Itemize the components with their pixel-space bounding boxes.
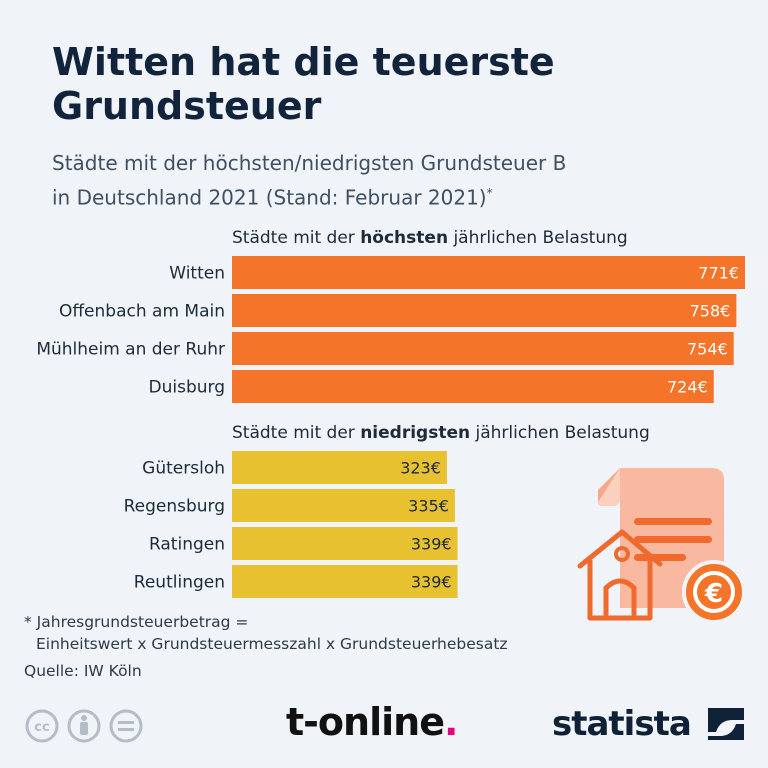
tonline-logo-dot: . <box>443 700 458 744</box>
value-label-0-3: 724€ <box>667 378 708 397</box>
tonline-logo[interactable]: t-online. <box>286 700 458 744</box>
subtitle-footnote-marker: * <box>486 186 493 200</box>
bar-1-0 <box>232 451 447 484</box>
category-label-0-2: Mühlheim an der Ruhr <box>36 340 225 360</box>
section-title-high: Städte mit der höchsten jährlichen Belas… <box>232 228 628 248</box>
category-label-1-3: Reutlingen <box>134 573 225 593</box>
chart-title-line-1: Witten hat die teuerste <box>52 40 555 84</box>
svg-text:cc: cc <box>34 720 49 735</box>
statista-mark-icon <box>708 708 744 740</box>
bar-1-2 <box>232 527 458 560</box>
bar-0-2 <box>232 332 734 365</box>
chart-title-line-2: Grundsteuer <box>52 84 322 128</box>
category-label-0-0: Witten <box>169 264 225 284</box>
cc-icon: cc <box>25 709 59 743</box>
value-label-1-1: 335€ <box>408 497 449 516</box>
subtitle-line-2: in Deutschland 2021 (Stand: Februar 2021… <box>52 185 487 210</box>
footnote-line-2: Einheitswert x Grundsteuermesszahl x Gru… <box>36 635 508 653</box>
statista-logo[interactable]: statista <box>552 704 692 744</box>
chart-subtitle: Städte mit der höchsten/niedrigsten Grun… <box>52 148 692 213</box>
category-label-1-2: Ratingen <box>149 535 225 555</box>
creative-commons-icons[interactable]: cc <box>24 706 154 746</box>
svg-text:€: € <box>704 579 723 609</box>
bar-chart: Witten 771€ Offenbach am Main 758€ Mühlheim … <box>36 256 745 598</box>
category-label-0-3: Duisburg <box>149 378 226 398</box>
value-label-0-1: 758€ <box>690 302 731 321</box>
source-note: Quelle: IW Köln <box>24 662 142 680</box>
bar-0-0 <box>232 256 745 289</box>
no-derivatives-icon <box>109 709 143 743</box>
attribution-icon <box>67 709 101 743</box>
bar-0-1 <box>232 294 737 327</box>
category-label-1-1: Regensburg <box>124 497 225 517</box>
tonline-wordmark: t-online <box>286 700 445 744</box>
value-label-1-0: 323€ <box>400 459 441 478</box>
section-high-prefix: Städte mit der <box>232 228 361 248</box>
section-title-low: Städte mit der niedrigsten jährlichen Be… <box>232 423 650 443</box>
chart-title: Witten hat die teuerste Grundsteuer <box>52 40 672 128</box>
bar-1-1 <box>232 489 455 522</box>
section-low-prefix: Städte mit der <box>232 423 361 443</box>
value-label-0-2: 754€ <box>687 340 728 359</box>
subtitle-line-1: Städte mit der höchsten/niedrigsten Grun… <box>52 151 567 175</box>
footnote-line-1: * Jahresgrundsteuerbetrag = <box>24 613 249 631</box>
value-label-0-0: 771€ <box>698 264 739 283</box>
section-high-suffix: jährlichen Belastung <box>448 228 628 248</box>
bar-1-3 <box>232 565 458 598</box>
bar-0-3 <box>232 370 714 403</box>
value-label-1-3: 339€ <box>411 573 452 592</box>
category-label-0-1: Offenbach am Main <box>59 302 225 322</box>
section-low-suffix: jährlichen Belastung <box>470 423 650 443</box>
category-label-1-0: Gütersloh <box>142 459 225 479</box>
section-low-bold: niedrigsten <box>360 423 471 443</box>
tax-document-house-euro-illustration: € <box>577 468 746 624</box>
footnote: * Jahresgrundsteuerbetrag = Einheitswert… <box>24 611 508 655</box>
section-high-bold: höchsten <box>360 228 449 248</box>
value-label-1-2: 339€ <box>411 535 452 554</box>
